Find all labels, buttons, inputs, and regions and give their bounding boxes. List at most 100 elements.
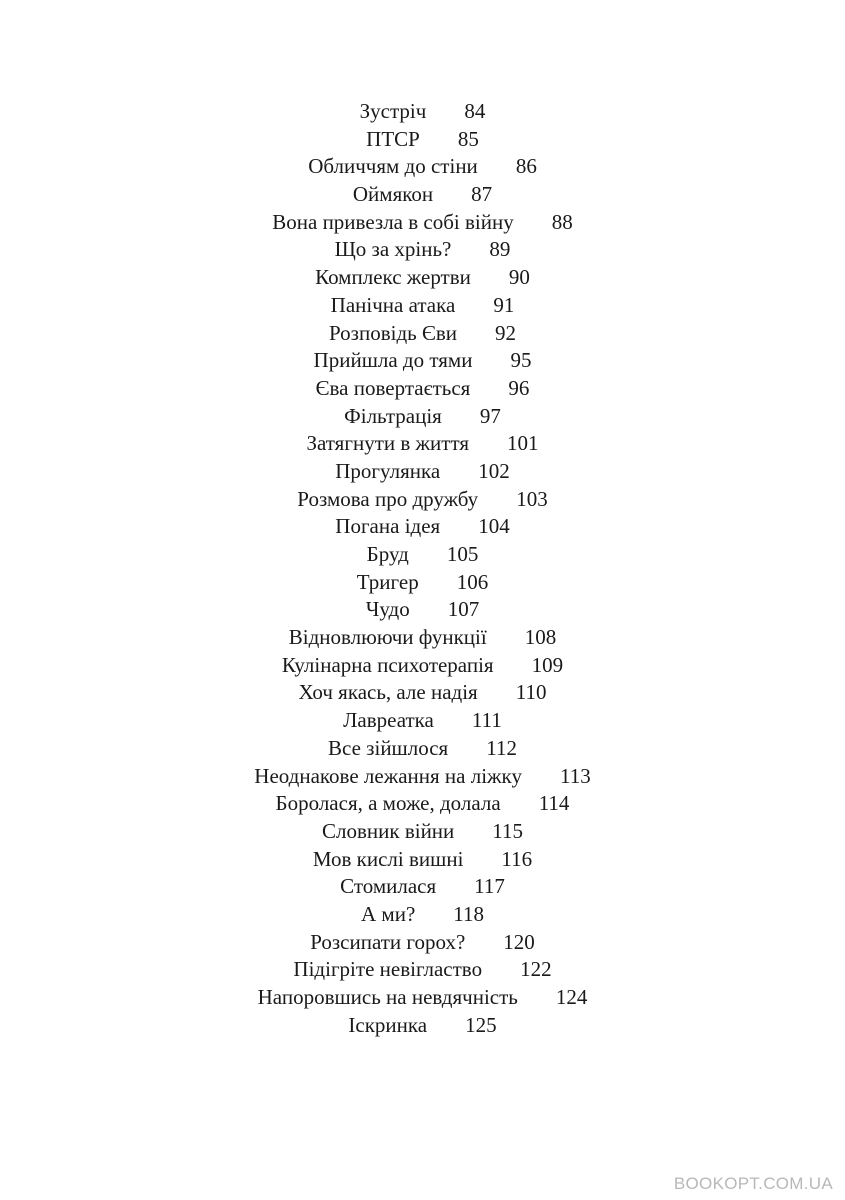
toc-entry-title: Підігріте невігластво xyxy=(293,957,483,982)
toc-entry: Обличчям до стіни 86 xyxy=(0,153,845,181)
toc-entry-page: 84 xyxy=(464,99,486,123)
toc-entry-page: 85 xyxy=(457,126,479,151)
toc-entry: Все зійшлося 112 xyxy=(0,735,845,763)
toc-entry: Фільтрація 97 xyxy=(0,403,845,431)
toc-entry-title: Неоднакове лежання на ліжку xyxy=(254,763,522,788)
toc-entry-title: Лавреатка xyxy=(343,708,434,733)
toc-entry-title: Панічна атака xyxy=(330,292,456,317)
toc-entry-title: Обличчям до стіни xyxy=(308,154,478,179)
toc-entry: Єва повертається 96 xyxy=(0,375,845,403)
toc-entry-page: 124 xyxy=(555,985,588,1009)
toc-entry: Іскринка 125 xyxy=(0,1012,845,1040)
toc-entry: Прийшла до тями 95 xyxy=(0,347,845,375)
toc-entry: ПТСР 85 xyxy=(0,126,845,154)
toc-entry-title: Бруд xyxy=(366,542,409,566)
toc-entry-page: 108 xyxy=(524,625,557,650)
toc-entry-page: 117 xyxy=(474,874,505,899)
toc-entry-page: 104 xyxy=(478,514,510,539)
toc-entry-page: 92 xyxy=(494,320,516,345)
toc-entry-title: Розмова про дружбу xyxy=(297,486,479,511)
toc-entry-page: 96 xyxy=(508,375,530,400)
toc-entry: Затягнути в життя 101 xyxy=(0,430,845,458)
toc-entry: Зустріч 84 xyxy=(0,98,845,126)
toc-entry: Що за хрінь? 89 xyxy=(0,236,845,264)
toc-entry-page: 125 xyxy=(465,1012,497,1037)
toc-entry: Вона привезла в собі війну 88 xyxy=(0,209,845,237)
toc-entry: Підігріте невігластво 122 xyxy=(0,956,845,984)
toc-entry-page: 103 xyxy=(516,486,548,511)
toc-entry: Бруд 105 xyxy=(0,541,845,569)
toc-entry: Комплекс жертви 90 xyxy=(0,264,845,292)
toc-entry: Розповідь Єви 92 xyxy=(0,320,845,348)
toc-entry-page: 120 xyxy=(503,929,535,954)
table-of-contents: Зустріч 84 ПТСР 85 Обличчям до стіни 86 Оймяко… xyxy=(0,98,845,1039)
toc-entry-title: Затягнути в життя xyxy=(306,431,470,456)
toc-entry: Погана ідея 104 xyxy=(0,513,845,541)
watermark: BOOKOPT.COM.UA xyxy=(673,1174,833,1193)
toc-entry-title: Що за хрінь? xyxy=(334,237,452,262)
toc-entry-title: Розповідь Єви xyxy=(329,320,457,345)
toc-entry: Боролася, а може, долала 114 xyxy=(0,790,845,818)
toc-entry-title: Вона привезла в собі війну xyxy=(272,209,514,234)
toc-entry-title: Боролася, а може, долала xyxy=(275,791,501,816)
toc-entry-title: Напоровшись на невдячність xyxy=(257,985,518,1009)
toc-entry-title: А ми? xyxy=(361,901,416,926)
toc-entry: Розсипати горох? 120 xyxy=(0,929,845,957)
toc-entry: Стомилася 117 xyxy=(0,873,845,901)
toc-entry-page: 122 xyxy=(520,957,552,982)
toc-entry-title: Стомилася xyxy=(340,874,437,899)
toc-entry-title: Кулінарна психотерапія xyxy=(281,652,494,677)
toc-entry: Прогулянка 102 xyxy=(0,458,845,486)
toc-entry-page: 114 xyxy=(538,791,570,816)
toc-entry-page: 109 xyxy=(531,652,564,677)
toc-entry-page: 90 xyxy=(508,265,530,290)
toc-entry-page: 111 xyxy=(471,708,502,733)
toc-entry-page: 105 xyxy=(446,542,479,566)
toc-entry: Мов кислі вишні 116 xyxy=(0,846,845,874)
toc-entry-page: 107 xyxy=(447,597,480,622)
toc-entry-title: Іскринка xyxy=(348,1012,428,1037)
toc-entry-page: 112 xyxy=(486,735,517,760)
toc-entry-page: 86 xyxy=(515,154,537,179)
toc-entry: А ми? 118 xyxy=(0,901,845,929)
toc-entry: Неоднакове лежання на ліжку 113 xyxy=(0,763,845,791)
toc-entry-title: Чудо xyxy=(365,597,410,622)
toc-entry: Розмова про дружбу 103 xyxy=(0,486,845,514)
toc-entry-page: 113 xyxy=(559,763,591,788)
toc-entry-page: 118 xyxy=(453,901,484,926)
toc-entry-page: 91 xyxy=(493,292,515,317)
toc-entry-title: Єва повертається xyxy=(315,375,471,400)
toc-entry-page: 89 xyxy=(489,237,511,262)
toc-entry-title: Все зійшлося xyxy=(328,735,449,760)
toc-entry-page: 88 xyxy=(551,209,573,234)
toc-entry-title: Комплекс жертви xyxy=(315,265,471,290)
toc-entry-title: Словник війни xyxy=(321,818,455,843)
toc-entry-page: 102 xyxy=(478,458,510,483)
toc-entry: Оймякон 87 xyxy=(0,181,845,209)
toc-entry-title: Погана ідея xyxy=(335,514,441,539)
toc-entry-page: 101 xyxy=(507,431,539,456)
toc-entry-title: Прогулянка xyxy=(335,458,441,483)
toc-entry: Словник війни 115 xyxy=(0,818,845,846)
toc-entry-page: 87 xyxy=(471,182,493,207)
toc-entry-title: Зустріч xyxy=(359,99,427,123)
toc-entry-title: Мов кислі вишні xyxy=(312,846,464,871)
toc-entry: Кулінарна психотерапія 109 xyxy=(0,652,845,680)
toc-entry-page: 110 xyxy=(515,680,547,705)
toc-entry: Напоровшись на невдячність 124 xyxy=(0,984,845,1012)
toc-entry-page: 106 xyxy=(456,569,489,594)
toc-entry-title: Прийшла до тями xyxy=(313,348,473,373)
toc-entry: Лавреатка 111 xyxy=(0,707,845,735)
toc-entry: Тригер 106 xyxy=(0,569,845,597)
toc-entry-page: 97 xyxy=(479,403,501,428)
toc-entry-title: Тригер xyxy=(356,569,419,594)
toc-entry-page: 116 xyxy=(501,846,533,871)
toc-entry-title: Фільтрація xyxy=(344,403,442,428)
toc-entry-title: ПТСР xyxy=(366,126,420,151)
toc-entry-title: Розсипати горох? xyxy=(310,929,466,954)
toc-entry: Відновлюючи функції 108 xyxy=(0,624,845,652)
toc-entry-title: Хоч якась, але надія xyxy=(298,680,478,705)
toc-entry-title: Оймякон xyxy=(352,182,434,207)
toc-entry: Панічна атака 91 xyxy=(0,292,845,320)
toc-entry-page: 115 xyxy=(492,818,524,843)
